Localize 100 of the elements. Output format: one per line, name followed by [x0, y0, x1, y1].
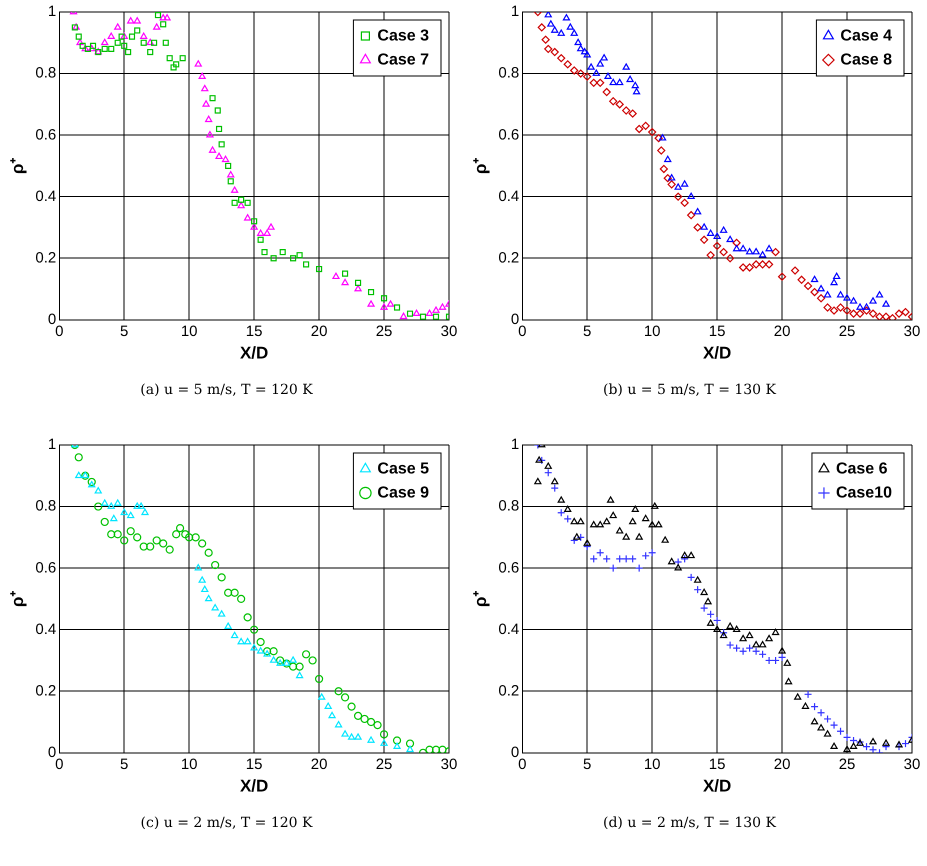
point — [118, 34, 125, 40]
text: (d) u = 2 m/s, T = 130 K — [602, 815, 777, 832]
point — [166, 546, 174, 554]
y-tick-label: 0.2 — [35, 682, 56, 700]
point — [230, 588, 239, 597]
point — [368, 289, 374, 296]
point — [250, 223, 258, 230]
point — [632, 82, 639, 88]
point — [616, 554, 624, 563]
point — [88, 478, 96, 486]
point — [406, 746, 414, 752]
point — [276, 659, 284, 666]
point — [225, 162, 232, 169]
point — [192, 533, 200, 542]
point — [134, 17, 141, 24]
point — [573, 533, 580, 540]
point — [836, 291, 844, 298]
x-axis-title: X/D — [240, 344, 268, 363]
point — [134, 502, 141, 509]
point — [128, 34, 136, 40]
point — [802, 702, 810, 709]
point — [674, 183, 682, 190]
point — [238, 638, 245, 644]
y-tick-label: 0.8 — [498, 64, 520, 82]
point — [558, 496, 565, 503]
point — [140, 40, 147, 46]
point — [367, 736, 375, 743]
x-tick-label: 5 — [583, 322, 592, 340]
y-tick-label: 0.2 — [498, 682, 520, 700]
point — [558, 29, 565, 36]
x-tick-label: 20 — [774, 756, 790, 773]
point — [88, 480, 96, 488]
point — [263, 647, 272, 656]
point — [681, 180, 688, 187]
point — [628, 554, 637, 563]
point — [126, 527, 135, 536]
point — [224, 622, 232, 629]
point — [817, 724, 825, 731]
point — [340, 693, 350, 702]
point — [212, 604, 219, 610]
point — [609, 564, 618, 572]
point — [603, 518, 610, 524]
point — [206, 131, 214, 138]
x-tick-label: 25 — [838, 322, 856, 340]
point — [700, 223, 708, 230]
point — [152, 536, 161, 545]
point — [622, 533, 630, 540]
y-tick-label: 0.4 — [498, 188, 520, 205]
point — [146, 38, 154, 46]
point — [218, 610, 226, 617]
point — [218, 141, 225, 148]
point — [794, 693, 802, 700]
point — [107, 530, 116, 538]
point — [764, 656, 774, 665]
point — [194, 60, 202, 67]
point — [771, 656, 780, 665]
point — [713, 626, 721, 632]
point — [140, 542, 148, 551]
point — [590, 520, 598, 528]
point — [655, 520, 662, 528]
point — [102, 46, 108, 52]
point — [538, 456, 546, 464]
x-tick-label: 25 — [838, 756, 856, 773]
point — [587, 63, 595, 70]
point — [163, 14, 171, 21]
y-tick-label: 0.4 — [35, 188, 56, 205]
point — [406, 310, 414, 317]
legend-label: Case 4 — [840, 27, 892, 44]
point — [153, 23, 160, 30]
y-tick-label: 0.4 — [498, 620, 520, 638]
point — [700, 604, 708, 612]
point — [215, 152, 223, 160]
point — [108, 32, 115, 39]
point — [804, 690, 812, 698]
point — [616, 527, 624, 534]
point — [232, 200, 238, 206]
point — [76, 38, 84, 46]
point — [577, 518, 584, 524]
point — [76, 34, 82, 40]
y-tick-label: 0.6 — [35, 559, 56, 576]
point — [224, 588, 232, 597]
point — [251, 218, 258, 224]
y-tick-label: 0 — [48, 744, 56, 761]
point — [590, 554, 598, 563]
x-tick-label: 10 — [180, 322, 198, 340]
x-axis-title: X/D — [702, 776, 732, 796]
point — [198, 72, 206, 79]
point — [876, 291, 884, 298]
point — [843, 746, 851, 752]
point — [570, 518, 578, 524]
y-tick-label: 0 — [48, 310, 56, 328]
point — [570, 29, 578, 36]
point — [354, 712, 362, 720]
y-axis-title: ρ⁺ — [470, 158, 490, 174]
point — [101, 38, 108, 46]
point — [108, 502, 115, 509]
point — [562, 14, 570, 21]
point — [604, 72, 612, 79]
point — [622, 554, 630, 563]
point — [739, 634, 747, 642]
